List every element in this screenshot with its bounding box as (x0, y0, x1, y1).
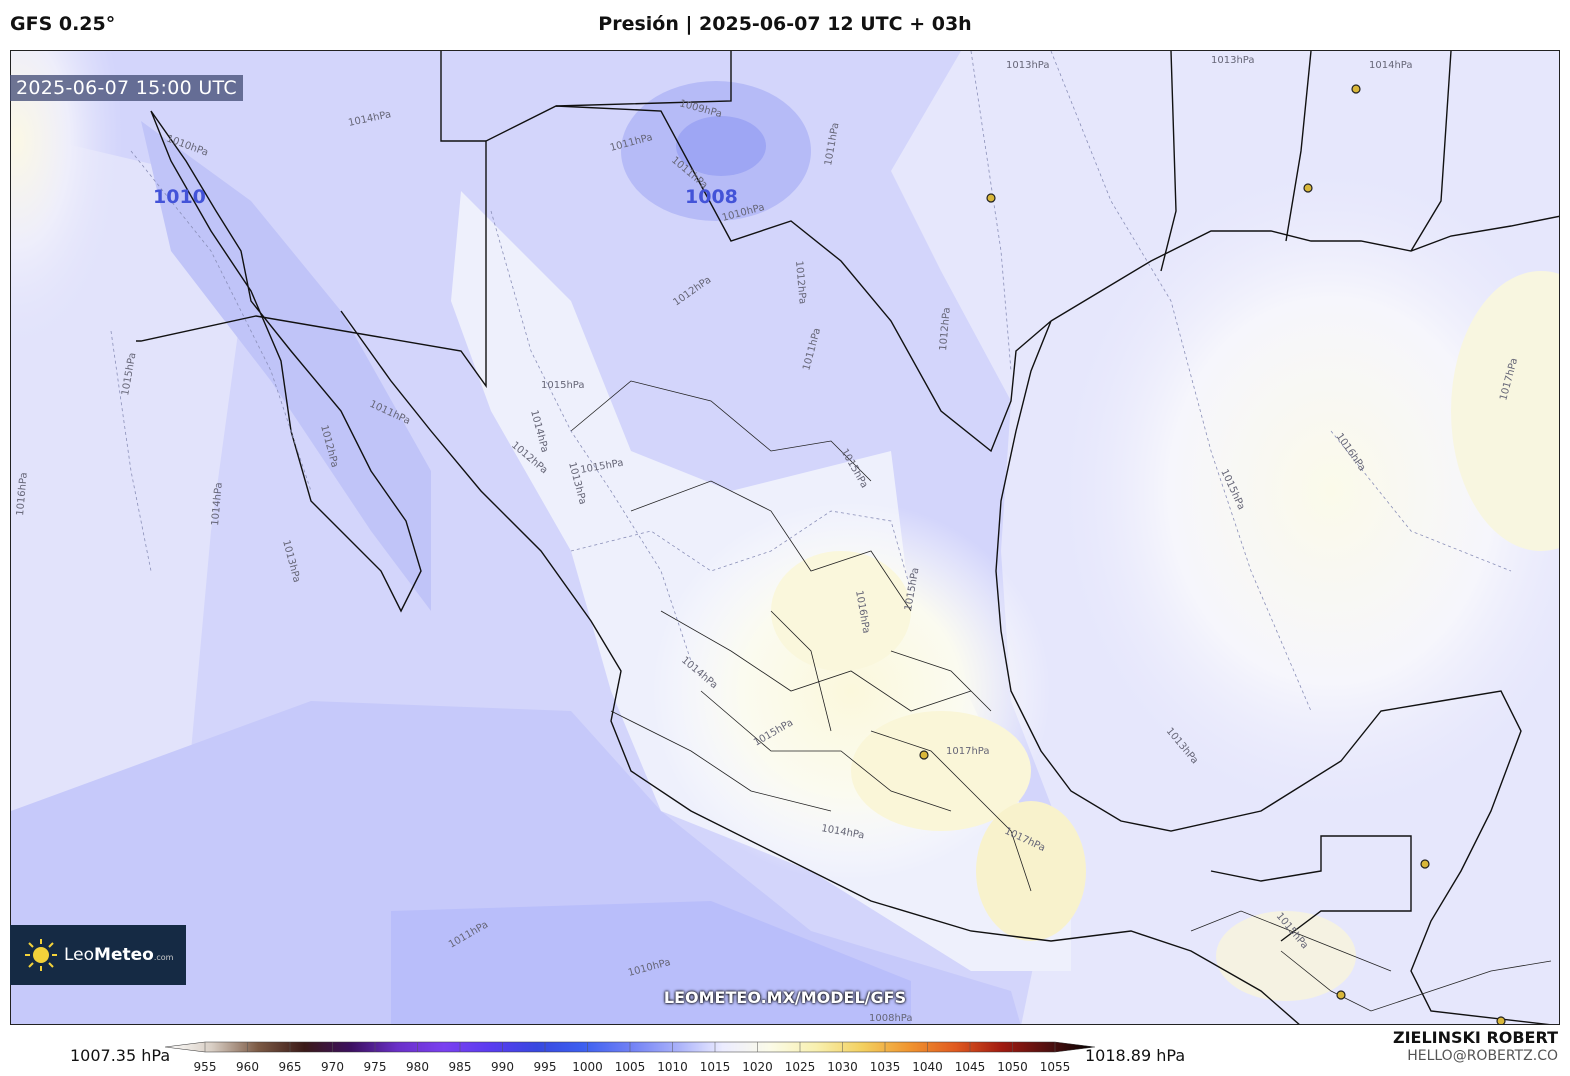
color-bar-tick-label: 1035 (870, 1060, 901, 1074)
city-marker (1351, 84, 1361, 94)
valid-time-badge: 2025-06-07 15:00 UTC (10, 75, 243, 101)
low-label-1008: 1008 (685, 186, 738, 208)
color-bar-tick-label: 1050 (997, 1060, 1028, 1074)
color-bar-tick-label: 1020 (742, 1060, 773, 1074)
color-bar-tick-label: 955 (194, 1060, 217, 1074)
leometeo-logo: LeoMeteo.com (10, 925, 186, 985)
color-bar-tick-label: 960 (236, 1060, 259, 1074)
sun-icon (25, 939, 57, 971)
color-bar-tick-label: 985 (449, 1060, 472, 1074)
chart-title: Presión | 2025-06-07 12 UTC + 03h (598, 13, 972, 35)
color-bar-tick-label: 995 (534, 1060, 557, 1074)
svg-text:1013hPa: 1013hPa (1006, 60, 1050, 71)
low-label-1010: 1010 (153, 186, 206, 208)
city-marker (919, 750, 929, 760)
city-marker (1303, 183, 1313, 193)
color-bar-tick-label: 1015 (700, 1060, 731, 1074)
color-bar-tick-label: 970 (321, 1060, 344, 1074)
legend-max-label: 1018.89 hPa (1085, 1046, 1186, 1065)
credit-email: HELLO@ROBERTZ.CO (1407, 1048, 1558, 1064)
logo-text: LeoMeteo.com (64, 945, 174, 965)
source-watermark: LEOMETEO.MX/MODEL/GFS (663, 988, 907, 1007)
svg-text:1015hPa: 1015hPa (541, 380, 585, 391)
legend-min-label: 1007.35 hPa (70, 1046, 171, 1065)
color-bar-tick-label: 1000 (572, 1060, 603, 1074)
svg-text:1008hPa: 1008hPa (869, 1013, 913, 1024)
pressure-map: 1013hPa 1013hPa 1014hPa 1014hPa 1010hPa … (10, 50, 1560, 1025)
contour-label: 1013hPa (1211, 55, 1255, 66)
color-bar: 955 960 965 970 975 980 985 990 995 1000 1005 1010 1… (165, 1041, 1095, 1074)
color-bar-tick-label: 965 (279, 1060, 302, 1074)
color-bar-tick-label: 1005 (615, 1060, 646, 1074)
city-marker (986, 193, 996, 203)
color-bar-tick-label: 1040 (912, 1060, 943, 1074)
city-marker (1420, 859, 1430, 869)
credit-name: ZIELINSKI ROBERT (1392, 1028, 1558, 1047)
color-bar-tick-label: 975 (364, 1060, 387, 1074)
svg-text:1012hPa: 1012hPa (938, 307, 953, 351)
color-bar-tick-label: 990 (491, 1060, 514, 1074)
color-bar-tick-label: 1025 (785, 1060, 816, 1074)
svg-text:1014hPa: 1014hPa (1369, 60, 1413, 71)
color-bar-tick-label: 1030 (827, 1060, 858, 1074)
city-marker (1336, 990, 1346, 1000)
model-name: GFS 0.25° (10, 13, 116, 35)
color-bar-tick-label: 1045 (955, 1060, 986, 1074)
color-bar-tick-label: 980 (406, 1060, 429, 1074)
color-bar-tick-label: 1055 (1040, 1060, 1071, 1074)
color-bar-tick-label: 1010 (657, 1060, 688, 1074)
city-marker (1496, 1016, 1506, 1024)
svg-text:1012hPa: 1012hPa (793, 260, 808, 304)
svg-text:1017hPa: 1017hPa (946, 746, 990, 757)
svg-text:1016hPa: 1016hPa (15, 472, 30, 516)
svg-text:1014hPa: 1014hPa (210, 482, 225, 526)
